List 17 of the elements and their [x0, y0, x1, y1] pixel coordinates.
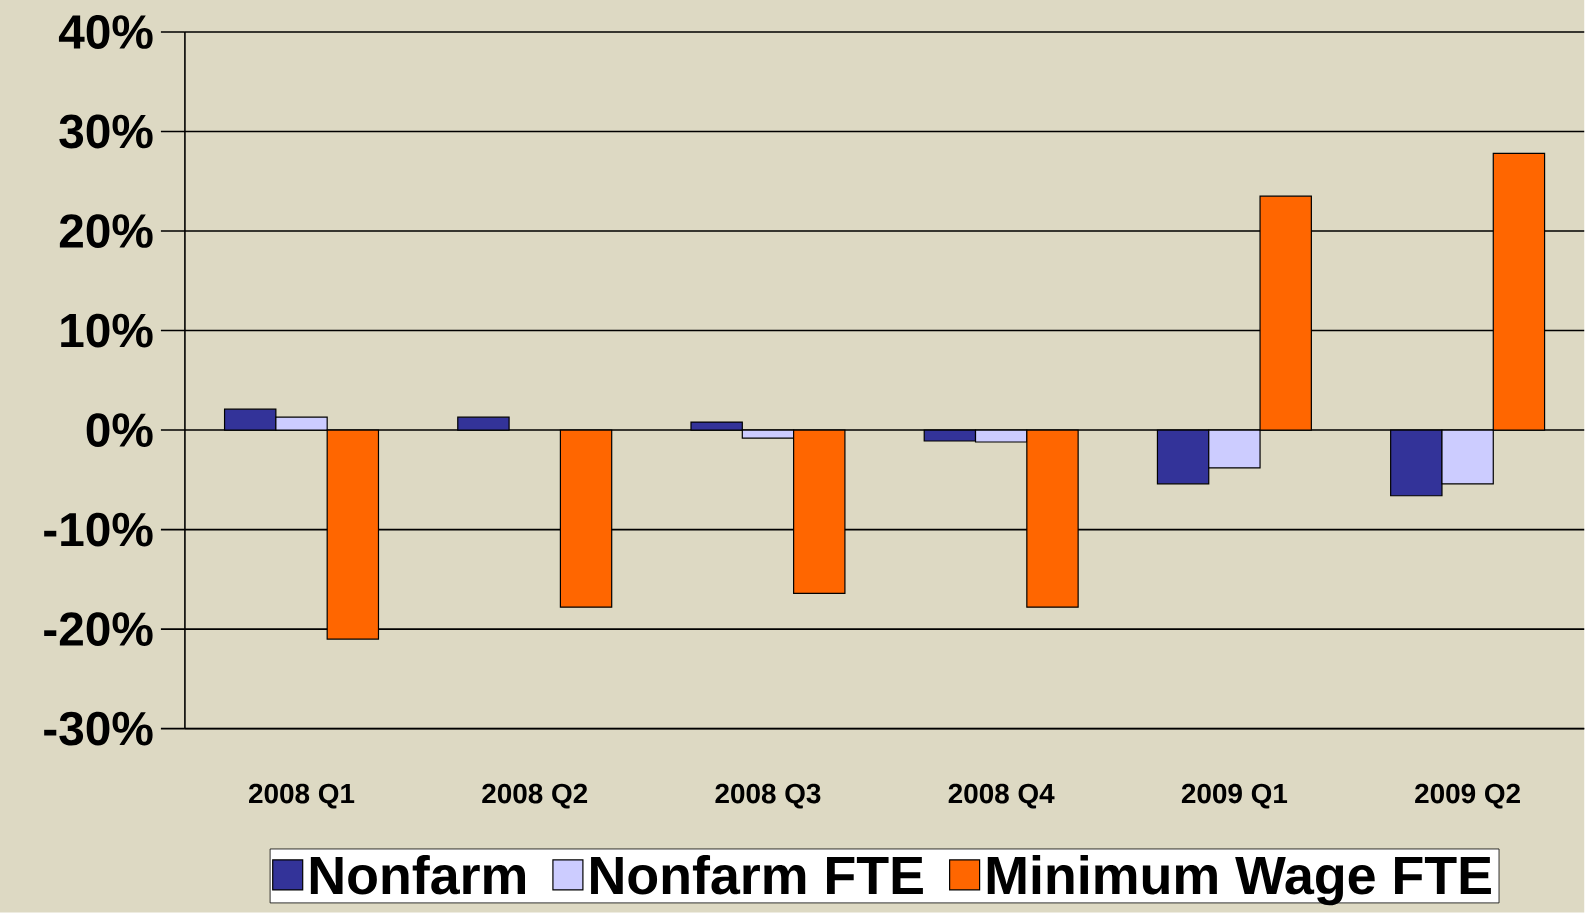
x-tick-label: 2009 Q2: [1415, 783, 1520, 809]
y-tick-label: 40%: [58, 15, 153, 50]
legend-label: Minimum Wage FTE: [987, 855, 1491, 906]
legend-label: Nonfarm: [310, 855, 526, 895]
y-tick-label: 10%: [61, 313, 153, 348]
y-tick-label: -10%: [44, 512, 153, 547]
y-tick-label: -20%: [44, 612, 153, 647]
y-tick-label: 20%: [59, 214, 153, 249]
x-tick-label: 2008 Q1: [249, 783, 355, 809]
x-tick-label: 2008 Q3: [715, 783, 821, 809]
y-tick-label: -30%: [44, 711, 153, 746]
x-tick-label: 2008 Q4: [948, 783, 1055, 809]
y-tick-label: 30%: [59, 114, 153, 149]
x-tick-label: 2009 Q1: [1181, 783, 1288, 809]
legend-label: Nonfarm FTE: [591, 855, 923, 895]
x-tick-label: 2008 Q2: [482, 783, 588, 809]
y-tick-label: 0%: [86, 413, 153, 448]
